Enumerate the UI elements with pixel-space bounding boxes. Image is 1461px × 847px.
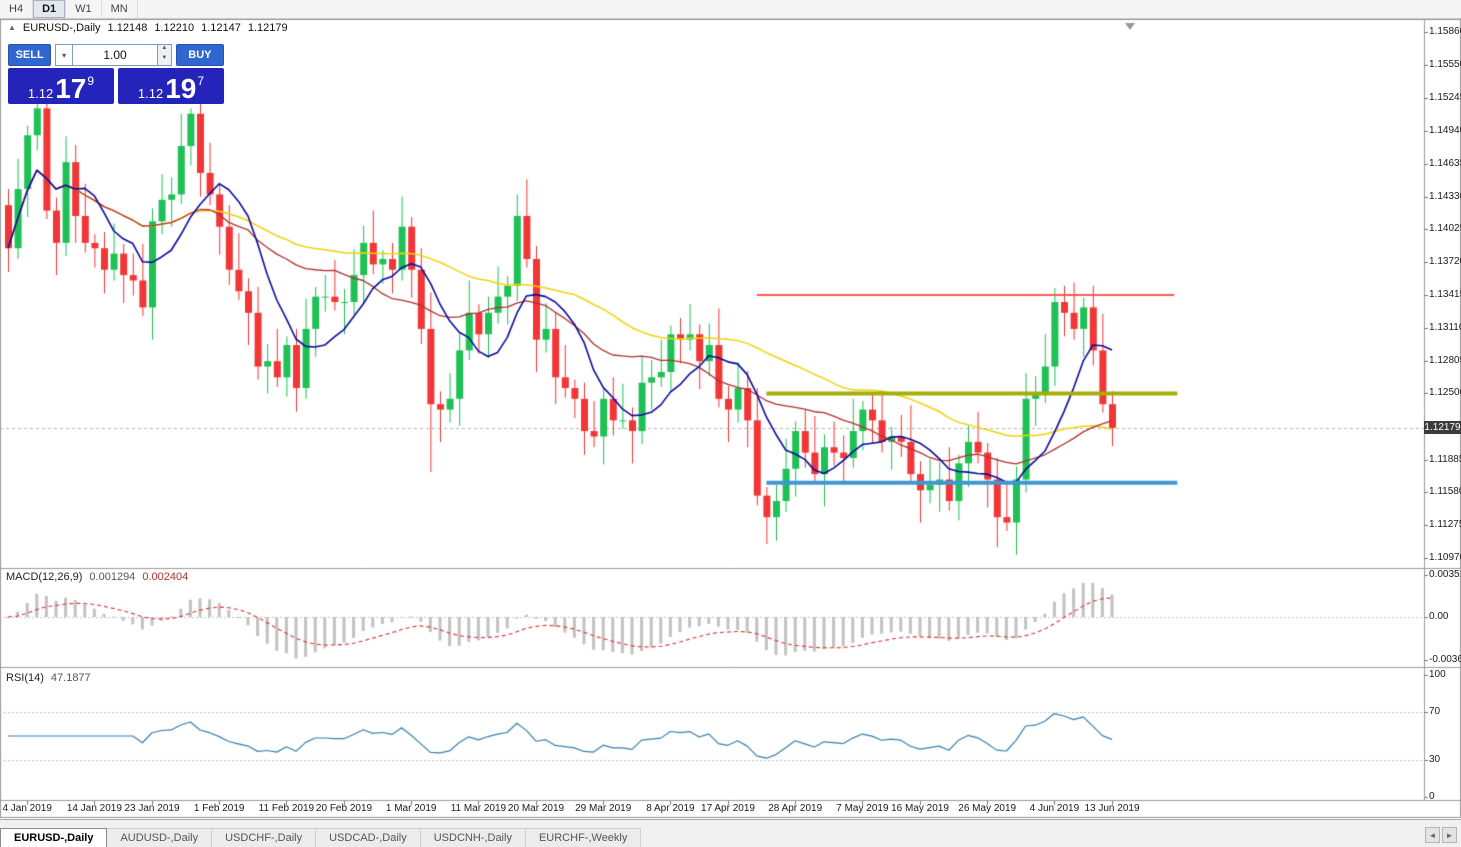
chart-tab-bar: EURUSD-,Daily AUDUSD-,Daily USDCHF-,Daily U… <box>0 819 1461 847</box>
volume-input[interactable] <box>73 44 159 66</box>
timeframe-button-h4[interactable]: H4 <box>0 0 34 18</box>
date-label: 14 Jan 2019 <box>66 803 122 814</box>
price-axis-label: 1.12805 <box>1429 354 1461 366</box>
chart-symbol-label: EURUSD-,Daily <box>22 22 101 34</box>
macd-axis-label: -0.00367 <box>1429 654 1461 665</box>
date-label: 7 May 2019 <box>836 803 889 814</box>
ask-price-big: 19 <box>165 73 197 105</box>
macd-indicator-header: MACD(12,26,9) 0.001294 0.002404 <box>6 571 188 583</box>
buy-button[interactable]: BUY <box>175 44 224 66</box>
rsi-name: RSI(14) <box>6 672 44 684</box>
rsi-axis-label: 0 <box>1429 791 1435 802</box>
price-axis-label: 1.15860 <box>1429 26 1461 37</box>
date-label: 1 Feb 2019 <box>193 803 245 814</box>
price-axis-label: 1.15550 <box>1429 59 1461 71</box>
volume-stepper: ▲ ▼ <box>158 44 172 66</box>
bid-price-tile[interactable]: 1.12 17 9 <box>8 68 114 104</box>
macd-name: MACD(12,26,9) <box>6 571 83 583</box>
price-axis-label: 1.13720 <box>1429 256 1461 268</box>
one-click-trading-panel: SELL ▾ ▲ ▼ BUY 1.12 17 9 1.12 19 7 <box>8 44 224 104</box>
chart-canvas[interactable] <box>0 19 1461 818</box>
price-axis-label: 1.13415 <box>1429 289 1461 301</box>
date-label: 4 Jun 2019 <box>1029 803 1080 814</box>
tab-eurusd-daily[interactable]: EURUSD-,Daily <box>0 828 108 847</box>
volume-preset-dropdown[interactable]: ▾ <box>55 44 74 66</box>
volume-decrease-button[interactable]: ▼ <box>158 55 171 65</box>
tabs-scroll-left-button[interactable]: ◄ <box>1425 827 1440 843</box>
tabs-scroll-right-button[interactable]: ► <box>1442 827 1457 843</box>
price-axis-label: 1.14025 <box>1429 223 1461 235</box>
price-axis-label: 1.15245 <box>1429 92 1461 104</box>
price-axis-label: 1.11580 <box>1429 486 1461 498</box>
timeframe-button-w1[interactable]: W1 <box>66 0 102 18</box>
rsi-value: 47.1877 <box>50 672 91 684</box>
date-label: 28 Apr 2019 <box>768 803 823 814</box>
date-label: 11 Feb 2019 <box>258 803 315 814</box>
price-axis-label: 1.12500 <box>1429 387 1461 399</box>
date-label: 26 May 2019 <box>958 803 1017 814</box>
rsi-indicator-header: RSI(14) 47.1877 <box>6 672 91 684</box>
chart-low-value: 1.12147 <box>201 22 241 34</box>
ask-price-tile[interactable]: 1.12 19 7 <box>118 68 224 104</box>
tab-usdchf-daily[interactable]: USDCHF-,Daily <box>212 828 317 847</box>
macd-axis-label: 0.00 <box>1429 611 1449 622</box>
macd-axis-label: 0.003518 <box>1429 569 1461 580</box>
timeframe-toolbar: H4 D1 W1 MN <box>0 0 1461 19</box>
date-label: 4 Jan 2019 <box>2 803 52 814</box>
chart-tabs: EURUSD-,Daily AUDUSD-,Daily USDCHF-,Daily U… <box>0 828 642 847</box>
date-label: 29 Mar 2019 <box>575 803 632 814</box>
chart-ohlc-header: ▲ EURUSD-,Daily 1.12148 1.12210 1.12147 … <box>8 22 288 34</box>
price-axis-label: 1.11275 <box>1429 519 1461 531</box>
ask-price-prefix: 1.12 <box>137 85 164 101</box>
chart-close-value: 1.12179 <box>247 22 288 34</box>
chart-high-value: 1.12210 <box>154 22 195 34</box>
tab-audusd-daily[interactable]: AUDUSD-,Daily <box>107 828 213 847</box>
rsi-axis-label: 70 <box>1429 705 1441 717</box>
date-label: 13 Jun 2019 <box>1084 803 1140 814</box>
tab-usdcnh-daily[interactable]: USDCNH-,Daily <box>420 828 526 847</box>
date-label: 17 Apr 2019 <box>701 803 755 814</box>
tab-eurchf-weekly[interactable]: EURCHF-,Weekly <box>525 828 642 847</box>
bid-price-pipette: 9 <box>87 74 95 88</box>
tab-usdcad-daily[interactable]: USDCAD-,Daily <box>316 828 421 847</box>
current-price-badge: 1.12179 <box>1424 420 1461 434</box>
date-label: 11 Mar 2019 <box>450 803 507 814</box>
rsi-axis-label: 100 <box>1429 669 1446 680</box>
timeframe-button-mn[interactable]: MN <box>102 0 138 18</box>
bid-price-big: 17 <box>55 73 87 105</box>
sell-button[interactable]: SELL <box>8 44 52 66</box>
ask-price-pipette: 7 <box>197 74 205 88</box>
chevron-down-icon: ▾ <box>62 50 67 60</box>
macd-main-value: 0.001294 <box>89 571 136 583</box>
date-label: 1 Mar 2019 <box>385 803 437 814</box>
timeframe-button-d1[interactable]: D1 <box>33 0 67 18</box>
date-label: 8 Apr 2019 <box>646 803 695 814</box>
collapse-panel-icon[interactable]: ▲ <box>8 23 16 32</box>
date-label: 20 Mar 2019 <box>507 803 565 814</box>
macd-signal-value: 0.002404 <box>142 571 189 583</box>
price-axis-label: 1.11885 <box>1429 453 1461 465</box>
rsi-axis-label: 30 <box>1429 754 1441 766</box>
chart-open-value: 1.12148 <box>107 22 148 34</box>
volume-increase-button[interactable]: ▲ <box>158 45 171 55</box>
price-axis-label: 1.14330 <box>1429 190 1461 202</box>
bid-price-prefix: 1.12 <box>27 85 54 101</box>
date-label: 20 Feb 2019 <box>315 803 373 814</box>
tab-scroll-controls: ◄ ► <box>1425 827 1457 843</box>
price-axis-label: 1.14635 <box>1429 157 1461 169</box>
date-label: 16 May 2019 <box>891 803 949 814</box>
price-axis-label: 1.13110 <box>1429 321 1461 333</box>
price-axis-label: 1.14940 <box>1429 124 1461 136</box>
date-label: 23 Jan 2019 <box>124 803 180 814</box>
